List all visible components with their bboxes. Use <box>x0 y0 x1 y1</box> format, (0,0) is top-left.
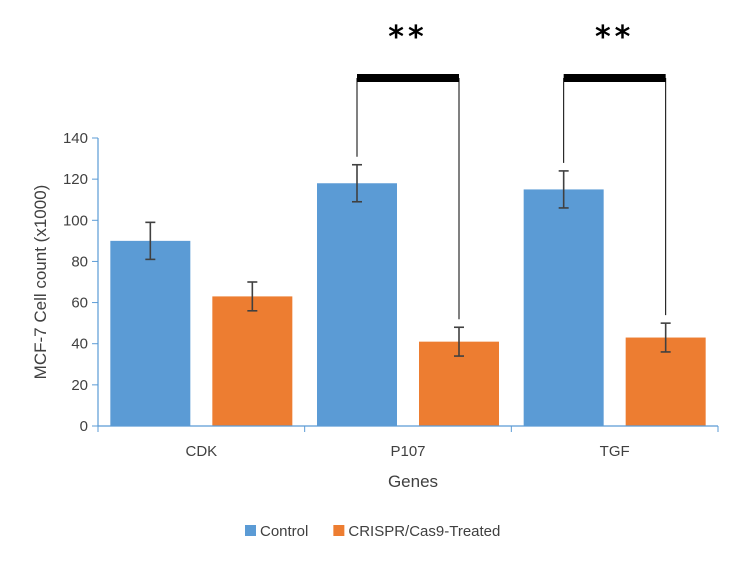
y-tick-label: 80 <box>71 253 88 270</box>
bars <box>110 183 706 426</box>
x-tick-label: TGF <box>600 443 630 460</box>
legend-swatch <box>333 525 345 536</box>
y-tick-label: 40 <box>71 336 88 353</box>
legend-label: CRISPR/Cas9-Treated <box>348 523 500 540</box>
y-tick-label: 140 <box>63 130 88 147</box>
y-axis-title: MCF-7 Cell count (x1000) <box>31 185 50 380</box>
bar <box>212 296 293 426</box>
y-tick-label: 120 <box>63 171 88 188</box>
legend: Control CRISPR/Cas9-Treated <box>245 523 500 540</box>
x-axis-title: Genes <box>388 472 438 491</box>
bar <box>110 240 191 426</box>
significance-bracket <box>563 74 666 82</box>
significance-label: ** <box>595 20 634 55</box>
y-tick-label: 60 <box>71 295 88 312</box>
y-tick-label: 100 <box>63 212 88 229</box>
y-tick-label: 0 <box>80 418 88 435</box>
y-axis-ticks: 0 20 40 60 80 100 120 140 <box>63 130 98 435</box>
x-tick-label: CDK <box>185 443 217 460</box>
legend-label: Control <box>260 523 308 540</box>
y-tick-label: 20 <box>71 377 88 394</box>
significance-label: ** <box>388 20 427 55</box>
bar <box>317 183 397 426</box>
significance-brackets: ** ** <box>356 20 667 320</box>
error-bars <box>145 163 671 357</box>
legend-swatch <box>245 525 256 536</box>
x-tick-label: P107 <box>390 443 425 460</box>
significance-bracket <box>357 74 459 82</box>
x-axis-ticks: CDK P107 TGF <box>97 426 719 460</box>
bar <box>523 189 604 426</box>
